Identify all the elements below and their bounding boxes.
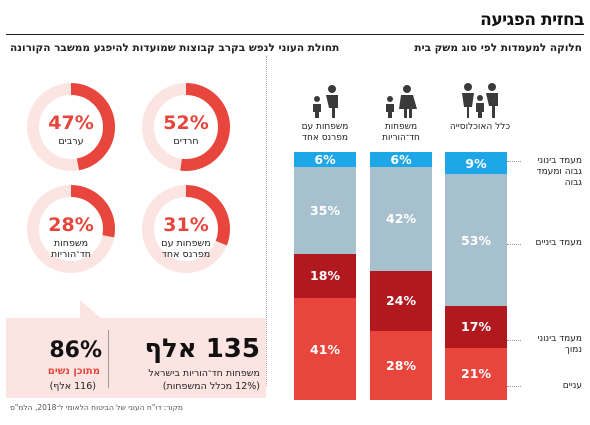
- row-leader: [507, 340, 521, 341]
- bar-value-label: 35%: [310, 202, 340, 218]
- bar-value-label: 42%: [386, 211, 416, 227]
- bar-segment: 42%: [370, 166, 432, 272]
- column-label-single-parent: משפחות חד־הוריות: [382, 122, 420, 143]
- bar-value-label: 21%: [461, 366, 491, 382]
- bar-value-label: 6%: [314, 151, 336, 167]
- callout-main-sub: (12% מכלל המשפחות): [162, 381, 260, 392]
- row-label-poor: עניים: [562, 381, 582, 391]
- row-leader: [507, 161, 521, 162]
- bar-segment: 35%: [294, 166, 356, 254]
- single-parent-callout: [6, 318, 266, 398]
- row-label-middle: מעמד ביניים: [535, 238, 582, 248]
- left-panel-subtitle: תחולת העוני לנפש בקרב קבוצות שמועדות להי…: [10, 42, 340, 54]
- right-panel-subtitle: חלוקה למעמדות לפי סוג משק בית: [414, 42, 582, 54]
- row-leader: [507, 386, 521, 387]
- donut-arc: [142, 83, 230, 171]
- callout-main-number: 135 אלף: [144, 334, 260, 364]
- callout-side-sub: (116 אלף): [49, 381, 96, 392]
- source-note: מקור: דו"ח העוני של הביטוח הלאומי ל־2018…: [10, 403, 184, 412]
- bar-value-label: 9%: [465, 155, 487, 171]
- bar-segment: 28%: [370, 330, 432, 400]
- bar-segment: 6%: [294, 152, 356, 167]
- donut-label-arabs: ערבים: [58, 136, 84, 147]
- bar-value-label: 17%: [461, 319, 491, 335]
- donut-value-haredim: 52%: [163, 112, 209, 134]
- row-label-lower-middle: מעמד בינוני נמוך: [537, 334, 582, 355]
- bar-value-label: 6%: [390, 151, 412, 167]
- donut-label-haredim: חרדים: [173, 136, 199, 147]
- donut-value-one-earner: 31%: [163, 214, 209, 236]
- panel-divider: [266, 56, 267, 386]
- bar-segment: 21%: [445, 347, 507, 400]
- callout-pointer: [80, 300, 102, 319]
- callout-divider: [108, 330, 109, 388]
- donut-arc: [27, 83, 115, 171]
- callout-main-text: משפחות חד־הוריות בישראל: [148, 368, 260, 379]
- donut-arc: [27, 185, 115, 273]
- column-label-one-earner: משפחות עם מפרנס אחד: [301, 122, 349, 143]
- bar-value-label: 28%: [386, 357, 416, 373]
- callout-side-number: 86%: [49, 338, 102, 363]
- callout-side-text: מתוכן נשים: [47, 366, 100, 377]
- title-rule: [6, 34, 584, 35]
- page-title: בחזית הפגיעה: [480, 10, 584, 30]
- column-label-all: כלל האוכלוסייה: [449, 122, 511, 132]
- one-earner-family-icon: [313, 85, 338, 118]
- bar-segment: 41%: [294, 298, 356, 400]
- bar-value-label: 18%: [310, 268, 340, 284]
- donut-label-single-parent: משפחות חד־הוריות: [51, 238, 91, 260]
- row-label-upper: מעמד בינוני גבוה ומעמד גבוה: [536, 156, 582, 188]
- row-leader: [507, 244, 521, 245]
- bar-value-label: 41%: [310, 341, 340, 357]
- bar-segment: 17%: [445, 305, 507, 348]
- donut-value-arabs: 47%: [48, 112, 94, 134]
- donut-value-single-parent: 28%: [48, 214, 94, 236]
- bar-value-label: 24%: [386, 293, 416, 309]
- donut-label-one-earner: משפחות עם מפרנס אחד: [161, 238, 211, 260]
- donut-arc: [142, 185, 230, 273]
- bar-segment: 24%: [370, 271, 432, 331]
- bar-segment: 9%: [445, 152, 507, 175]
- bar-segment: 53%: [445, 174, 507, 306]
- bar-segment: 6%: [370, 152, 432, 167]
- family-icon: [462, 83, 498, 118]
- bar-segment: 18%: [294, 253, 356, 299]
- single-parent-family-icon: [386, 85, 417, 118]
- bar-value-label: 53%: [461, 232, 491, 248]
